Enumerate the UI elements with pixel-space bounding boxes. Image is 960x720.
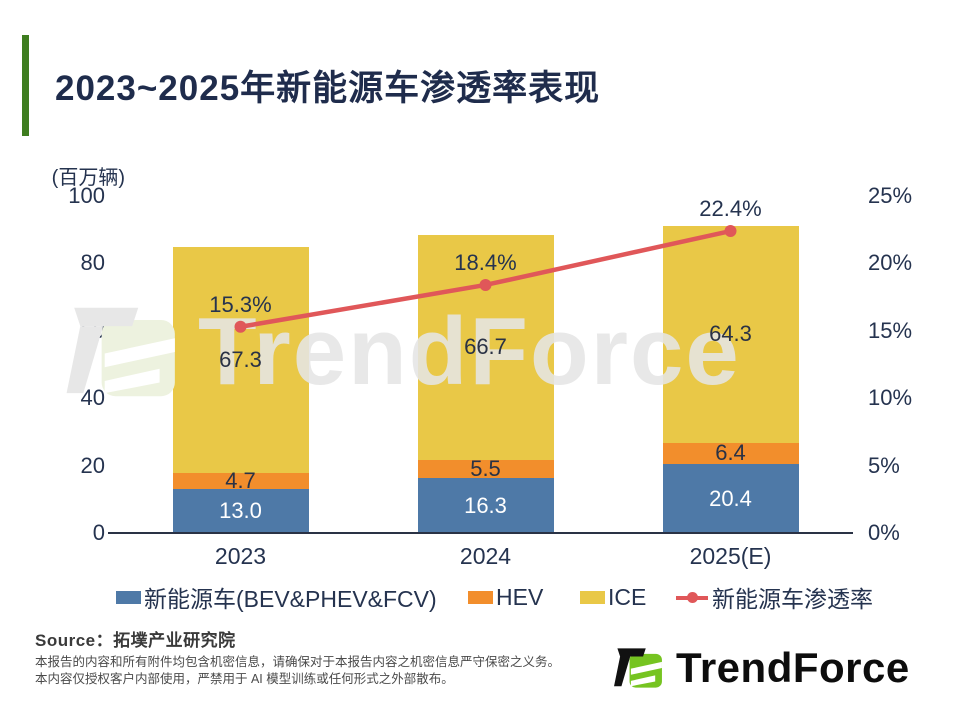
bar-segment-hev-2025(E) [662, 442, 799, 465]
bar-value-label-nev-2023: 13.0 [219, 498, 262, 524]
nev-legend-swatch [116, 590, 141, 604]
left-axis-tick: 20 [80, 452, 105, 478]
penetration-rate-line [234, 225, 737, 333]
bar-segment-hev-2024 [417, 459, 554, 479]
right-axis-tick: 15% [868, 317, 913, 343]
left-axis-tick: 0 [92, 520, 105, 545]
page-title: 2023~2025年新能源车渗透率表现 [55, 69, 601, 108]
right-axis-ticks: 0% 5% 10% 15% 20% 25% [868, 183, 954, 545]
penetration-label-2023: 15.3% [209, 291, 272, 317]
chart-plot-area: 13.0 4.7 67.3 2023 16.3 5.5 66.7 2024 20.4 6.4 64.… [118, 196, 853, 569]
x-axis-label-2024: 2024 [459, 543, 512, 569]
bar-value-label-ice-2025(E): 64.3 [709, 321, 752, 347]
bar-value-label-hev-2024: 5.5 [470, 455, 501, 481]
x-axis-line [108, 532, 853, 534]
bar-value-label-ice-2023: 67.3 [219, 346, 262, 372]
right-axis-tick: 10% [868, 385, 913, 411]
bar-value-label-hev-2023: 4.7 [225, 468, 256, 494]
line-marker-2024 [479, 278, 492, 291]
bar-segment-ice-2024 [417, 234, 554, 460]
disclaimer-line-1: 本报告的内容和所有附件均包含机密信息，请确保对于本报告内容之机密信息严守保密之义… [35, 655, 561, 669]
hev-legend-swatch [468, 590, 493, 604]
chart-legend: 新能源车(BEV&PHEV&FCV) HEV ICE 新能源车渗透率 [0, 580, 960, 614]
ice-legend-swatch [580, 590, 605, 604]
title-accent-bar [22, 35, 29, 136]
right-axis-tick: 25% [868, 183, 913, 208]
legend-item-nev: 新能源车(BEV&PHEV&FCV) [116, 580, 437, 614]
bar-value-label-nev-2024: 16.3 [464, 492, 507, 518]
bar-segment-ice-2025(E) [662, 226, 799, 443]
trendforce-logo: TrendForce [612, 644, 910, 692]
left-axis-unit-label: (百万辆) [51, 167, 125, 189]
disclaimer-text: 本报告的内容和所有附件均包含机密信息，请确保对于本报告内容之机密信息严守保密之义… [35, 654, 560, 688]
left-axis-tick: 80 [80, 250, 105, 276]
right-axis-tick: 20% [868, 250, 913, 276]
left-axis-ticks: 0 20 40 60 80 100 [25, 183, 105, 545]
bar-segment-ice-2023 [172, 246, 309, 474]
bar-segment-nev-2024 [417, 478, 554, 533]
legend-label-penetration: 新能源车渗透率 [712, 586, 873, 612]
source-text: Source：拓墣产业研究院 [35, 631, 236, 650]
bar-segment-hev-2023 [172, 473, 309, 490]
disclaimer-line-2: 本内容仅授权客户内部使用，严禁用于 AI 模型训练或任何形式之外部散布。 [35, 672, 454, 686]
x-axis-label-2023: 2023 [214, 543, 267, 569]
penetration-label-2025(E): 22.4% [699, 196, 762, 222]
line-marker-2023 [234, 320, 247, 333]
x-axis-label-2025(E): 2025(E) [689, 543, 772, 569]
bar-segment-nev-2023 [172, 489, 309, 533]
legend-item-penetration: 新能源车渗透率 [676, 580, 873, 614]
bar-value-label-nev-2025(E): 20.4 [709, 485, 752, 511]
legend-label-nev: 新能源车(BEV&PHEV&FCV) [144, 586, 437, 612]
left-axis-tick: 60 [80, 317, 105, 343]
bar-segment-nev-2025(E) [662, 464, 799, 533]
legend-item-hev: HEV [468, 580, 543, 614]
line-marker-2025(E) [724, 225, 737, 238]
trendforce-logo-text: TrendForce [676, 644, 910, 691]
slide-header: 2023~2025年新能源车渗透率表现 [22, 35, 600, 136]
trendforce-logo-icon [614, 648, 662, 688]
right-axis-tick: 5% [868, 452, 900, 478]
right-axis-tick: 0% [868, 520, 900, 545]
bar-value-label-hev-2025(E): 6.4 [715, 440, 746, 466]
legend-item-ice: ICE [580, 580, 646, 614]
bar-value-label-ice-2024: 66.7 [464, 334, 507, 360]
penetration-line-swatch [676, 591, 708, 604]
legend-label-ice: ICE [608, 583, 647, 610]
left-axis-tick: 40 [80, 385, 105, 411]
left-axis-tick: 100 [68, 183, 105, 208]
penetration-label-2024: 18.4% [454, 249, 517, 275]
legend-label-hev: HEV [496, 583, 544, 610]
